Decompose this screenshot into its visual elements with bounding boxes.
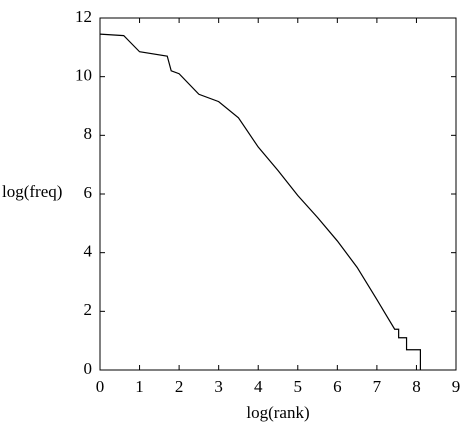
plot-frame [99,17,457,371]
y-axis-label: log(freq) [2,182,62,201]
x-tick-label: 0 [96,377,105,396]
x-tick-label: 5 [294,377,303,396]
x-tick-label: 9 [452,377,461,396]
y-tick-label: 2 [84,300,93,319]
x-tick-label: 2 [175,377,184,396]
y-tick-label: 4 [84,242,93,261]
y-tick-label: 6 [84,183,93,202]
x-tick-label: 8 [412,377,421,396]
data-line [99,33,421,370]
x-tick-label: 6 [333,377,342,396]
x-tick-label: 7 [373,377,382,396]
y-tick-label: 0 [84,359,93,378]
y-tick-label: 8 [84,124,93,143]
x-tick-label: 4 [254,377,263,396]
x-tick-label: 1 [135,377,144,396]
x-axis-label: log(rank) [246,403,309,422]
y-tick-label: 12 [75,7,92,26]
x-tick-label: 3 [214,377,223,396]
y-tick-label: 10 [75,66,92,85]
